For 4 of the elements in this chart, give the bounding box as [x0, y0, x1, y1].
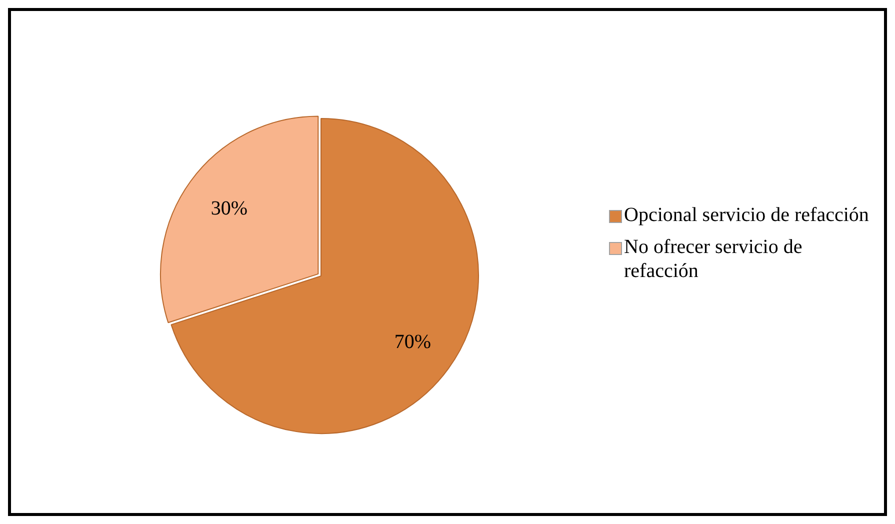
legend-label: No ofrecer servicio de refacción [624, 235, 804, 283]
data-label: 70% [394, 330, 432, 353]
legend-label: Opcional servicio de refacción [624, 203, 869, 227]
data-label: 30% [210, 198, 248, 220]
